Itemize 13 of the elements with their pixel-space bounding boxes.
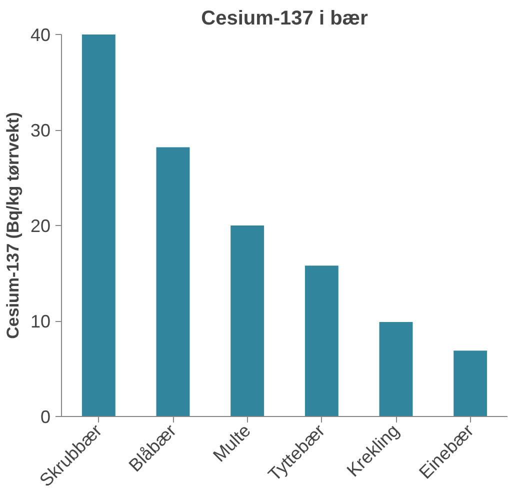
y-tick-label: 0 — [40, 407, 51, 427]
y-tick-label: 30 — [30, 120, 51, 140]
bar — [304, 266, 338, 416]
y-tick-label: 20 — [30, 216, 51, 236]
bar — [379, 322, 413, 416]
bar — [82, 34, 116, 416]
chart-title: Cesium-137 i bær — [201, 8, 368, 30]
y-tick-label: 40 — [30, 25, 51, 45]
y-tick-label: 10 — [30, 312, 51, 332]
bar — [454, 350, 488, 416]
y-axis-title: Cesium-137 (Bq/kg tørrvekt) — [3, 112, 22, 339]
bar — [156, 147, 190, 416]
bar — [230, 226, 264, 416]
